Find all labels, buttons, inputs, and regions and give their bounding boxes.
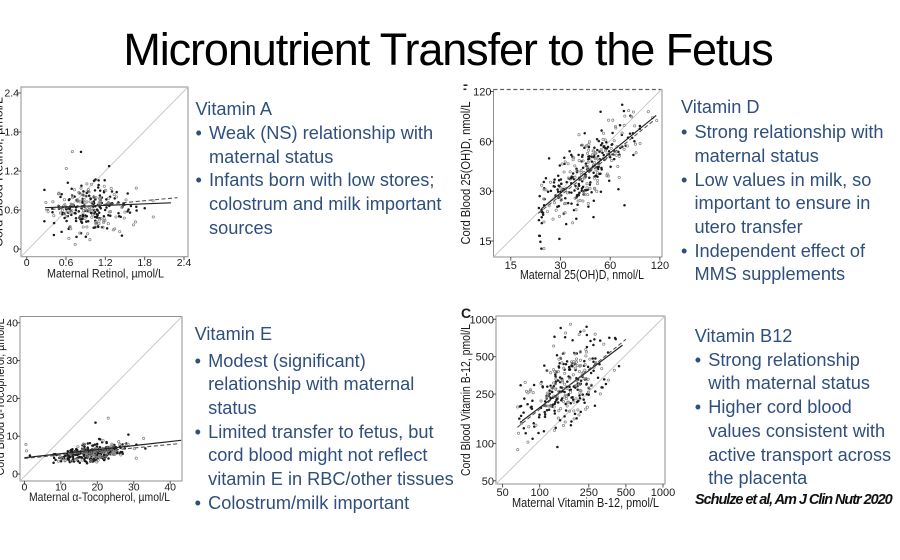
svg-text:100: 100 — [476, 438, 494, 450]
svg-text:50: 50 — [482, 476, 494, 488]
svg-text:100: 100 — [531, 487, 549, 499]
svg-text:Maternal Retinol, µmol/L: Maternal Retinol, µmol/L — [47, 269, 165, 281]
svg-text:120: 120 — [651, 260, 669, 272]
svg-text:30: 30 — [128, 482, 140, 494]
svg-text:50: 50 — [496, 487, 508, 499]
svg-text:30: 30 — [479, 186, 491, 198]
svg-text:20: 20 — [91, 482, 103, 494]
svg-text:Cord Blood Vitamin B-12, pmol/: Cord Blood Vitamin B-12, pmol/L — [459, 324, 473, 476]
svg-text:0: 0 — [13, 244, 19, 256]
svg-text:10: 10 — [55, 482, 67, 494]
svg-text:Maternal 25(OH)D, nmol/L: Maternal 25(OH)D, nmol/L — [520, 268, 644, 282]
svg-text:1.8: 1.8 — [4, 127, 19, 139]
svg-text:120: 120 — [473, 87, 491, 99]
svg-text:Cord Blood 25(OH)D, nmol/L: Cord Blood 25(OH)D, nmol/L — [459, 101, 473, 244]
svg-text:30: 30 — [6, 355, 18, 367]
svg-text:10: 10 — [6, 431, 18, 443]
svg-text:2.4: 2.4 — [4, 88, 19, 100]
svg-text:Cord Blood α-Tocopherol, µmol/: Cord Blood α-Tocopherol, µmol/L — [0, 318, 7, 476]
svg-text:1.2: 1.2 — [98, 257, 113, 269]
svg-text:15: 15 — [479, 236, 491, 248]
svg-text:0.6: 0.6 — [59, 257, 74, 269]
svg-text:1000: 1000 — [651, 487, 675, 499]
svg-text:20: 20 — [6, 393, 18, 405]
svg-text:60: 60 — [604, 260, 616, 272]
svg-text:500: 500 — [476, 352, 494, 364]
svg-text:30: 30 — [554, 260, 566, 272]
svg-text:250: 250 — [580, 487, 598, 499]
svg-text:1.8: 1.8 — [137, 257, 152, 269]
svg-text:40: 40 — [164, 482, 176, 494]
svg-text:2.4: 2.4 — [177, 257, 192, 269]
svg-text:250: 250 — [476, 389, 494, 401]
svg-text:40: 40 — [6, 317, 18, 329]
svg-text:15: 15 — [505, 260, 517, 272]
svg-text:0: 0 — [24, 257, 30, 269]
svg-text:500: 500 — [617, 487, 635, 499]
svg-text:1.2: 1.2 — [4, 166, 19, 178]
svg-text:Maternal Vitamin B-12, pmol/L: Maternal Vitamin B-12, pmol/L — [512, 496, 659, 510]
svg-text:Maternal α-Tocopherol, µmol/L: Maternal α-Tocopherol, µmol/L — [29, 490, 170, 504]
svg-text:0: 0 — [21, 482, 27, 494]
svg-text:1000: 1000 — [470, 314, 494, 326]
svg-text:0.6: 0.6 — [4, 205, 19, 217]
svg-text:0: 0 — [12, 469, 18, 481]
svg-text:60: 60 — [479, 136, 491, 148]
svg-text:Cord Blood Retinol, µmol/L: Cord Blood Retinol, µmol/L — [0, 96, 6, 247]
svg-text:C: C — [461, 305, 471, 321]
